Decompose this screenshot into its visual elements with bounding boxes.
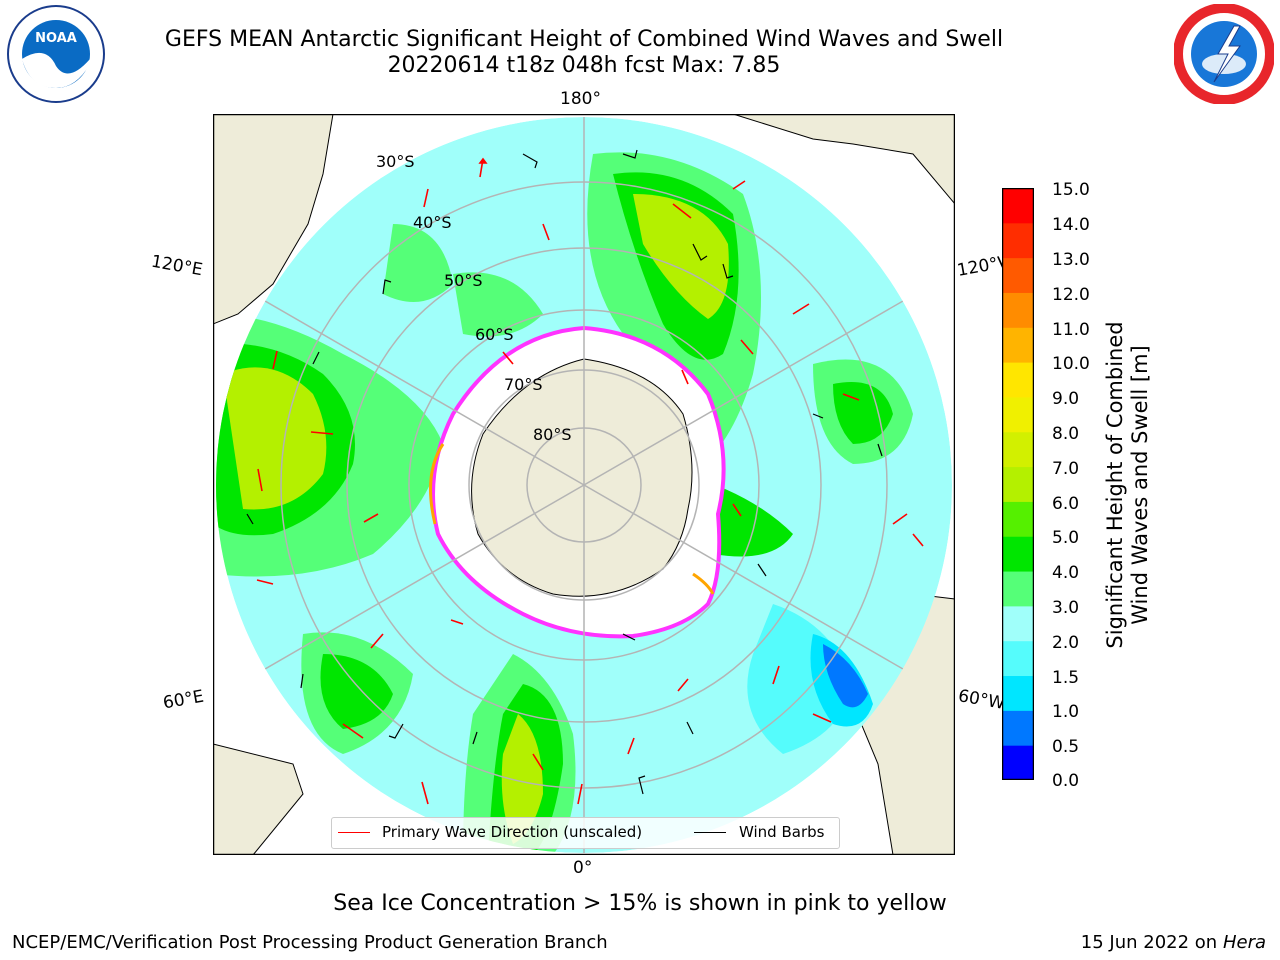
lon-label-60e: 60°E bbox=[161, 686, 206, 714]
cb-tick: 11.0 bbox=[1052, 320, 1090, 340]
colorbar-label: Significant Height of Combined Wind Wave… bbox=[1103, 321, 1153, 648]
colorbar-segment bbox=[1002, 327, 1034, 363]
cb-tick: 9.0 bbox=[1052, 389, 1080, 409]
cb-tick: 2.0 bbox=[1052, 633, 1080, 653]
antarctic-wave-map bbox=[213, 114, 955, 855]
cb-tick: 6.0 bbox=[1052, 494, 1080, 514]
cb-tick: 15.0 bbox=[1052, 180, 1090, 200]
cb-tick: 4.0 bbox=[1052, 563, 1080, 583]
colorbar-segment bbox=[1002, 640, 1034, 677]
colorbar-segment bbox=[1002, 222, 1034, 259]
cb-tick: 1.5 bbox=[1052, 668, 1080, 688]
graticule bbox=[216, 117, 952, 853]
colorbar-segment bbox=[1002, 292, 1034, 328]
chart-subtitle: 20220614 t18z 048h fcst Max: 7.85 bbox=[387, 53, 781, 78]
map-frame bbox=[213, 114, 955, 855]
legend-wave-swatch bbox=[338, 832, 370, 833]
footer-date: 15 Jun 2022 on Hera bbox=[1081, 932, 1266, 953]
legend-wind-label: Wind Barbs bbox=[739, 823, 825, 841]
colorbar-label-line1: Significant Height of Combined bbox=[1103, 321, 1127, 649]
legend-wave-label: Primary Wave Direction (unscaled) bbox=[382, 823, 643, 841]
colorbar-segment bbox=[1002, 431, 1034, 468]
lon-label-0: 0° bbox=[573, 858, 593, 878]
cb-tick: 5.0 bbox=[1052, 528, 1080, 548]
lat-label-50s: 50°S bbox=[444, 271, 483, 290]
cb-tick: 8.0 bbox=[1052, 424, 1080, 444]
colorbar-segment bbox=[1002, 571, 1034, 607]
sea-ice-note: Sea Ice Concentration > 15% is shown in … bbox=[333, 891, 947, 916]
cb-tick: 1.0 bbox=[1052, 702, 1080, 722]
lat-label-40s: 40°S bbox=[413, 213, 452, 232]
footer-credit: NCEP/EMC/Verification Post Processing Pr… bbox=[12, 932, 608, 953]
cb-tick: 0.5 bbox=[1052, 737, 1080, 757]
colorbar-segment bbox=[1002, 466, 1034, 502]
colorbar bbox=[1002, 188, 1034, 780]
colorbar-segment bbox=[1002, 188, 1034, 224]
colorbar-segment bbox=[1002, 745, 1034, 780]
cb-tick: 3.0 bbox=[1052, 598, 1080, 618]
colorbar-segment bbox=[1002, 501, 1034, 537]
noaa-logo: NOAA bbox=[7, 5, 105, 103]
cb-tick: 10.0 bbox=[1052, 354, 1090, 374]
colorbar-segment bbox=[1002, 257, 1034, 293]
lat-label-80s: 80°S bbox=[533, 425, 572, 444]
colorbar-segment bbox=[1002, 396, 1034, 433]
wave-direction-arrows bbox=[256, 157, 924, 805]
footer-date-text: 15 Jun 2022 on bbox=[1080, 932, 1218, 953]
wind-barbs bbox=[246, 149, 883, 795]
colorbar-segment bbox=[1002, 605, 1034, 642]
lon-label-180: 180° bbox=[560, 89, 601, 109]
cb-tick: 0.0 bbox=[1052, 771, 1080, 791]
cb-tick: 14.0 bbox=[1052, 215, 1090, 235]
colorbar-segment bbox=[1002, 675, 1034, 711]
lon-label-120e: 120°E bbox=[149, 251, 205, 281]
colorbar-label-line2: Wind Waves and Swell [m] bbox=[1128, 345, 1152, 625]
footer-host: Hera bbox=[1222, 932, 1266, 953]
nws-logo bbox=[1174, 4, 1274, 104]
colorbar-segment bbox=[1002, 710, 1034, 746]
chart-title: GEFS MEAN Antarctic Significant Height o… bbox=[164, 27, 1004, 52]
cb-tick: 12.0 bbox=[1052, 285, 1090, 305]
lon-label-60w: 60°W bbox=[956, 686, 1007, 714]
cb-tick: 7.0 bbox=[1052, 459, 1080, 479]
lat-label-60s: 60°S bbox=[475, 325, 514, 344]
colorbar-segment bbox=[1002, 362, 1034, 398]
lat-label-70s: 70°S bbox=[504, 375, 543, 394]
colorbar-segment bbox=[1002, 536, 1034, 572]
legend-wind-swatch bbox=[694, 832, 726, 833]
lat-label-30s: 30°S bbox=[376, 152, 415, 171]
svg-text:NOAA: NOAA bbox=[35, 31, 77, 46]
map-legend: Primary Wave Direction (unscaled) Wind B… bbox=[331, 817, 840, 849]
cb-tick: 13.0 bbox=[1052, 250, 1090, 270]
